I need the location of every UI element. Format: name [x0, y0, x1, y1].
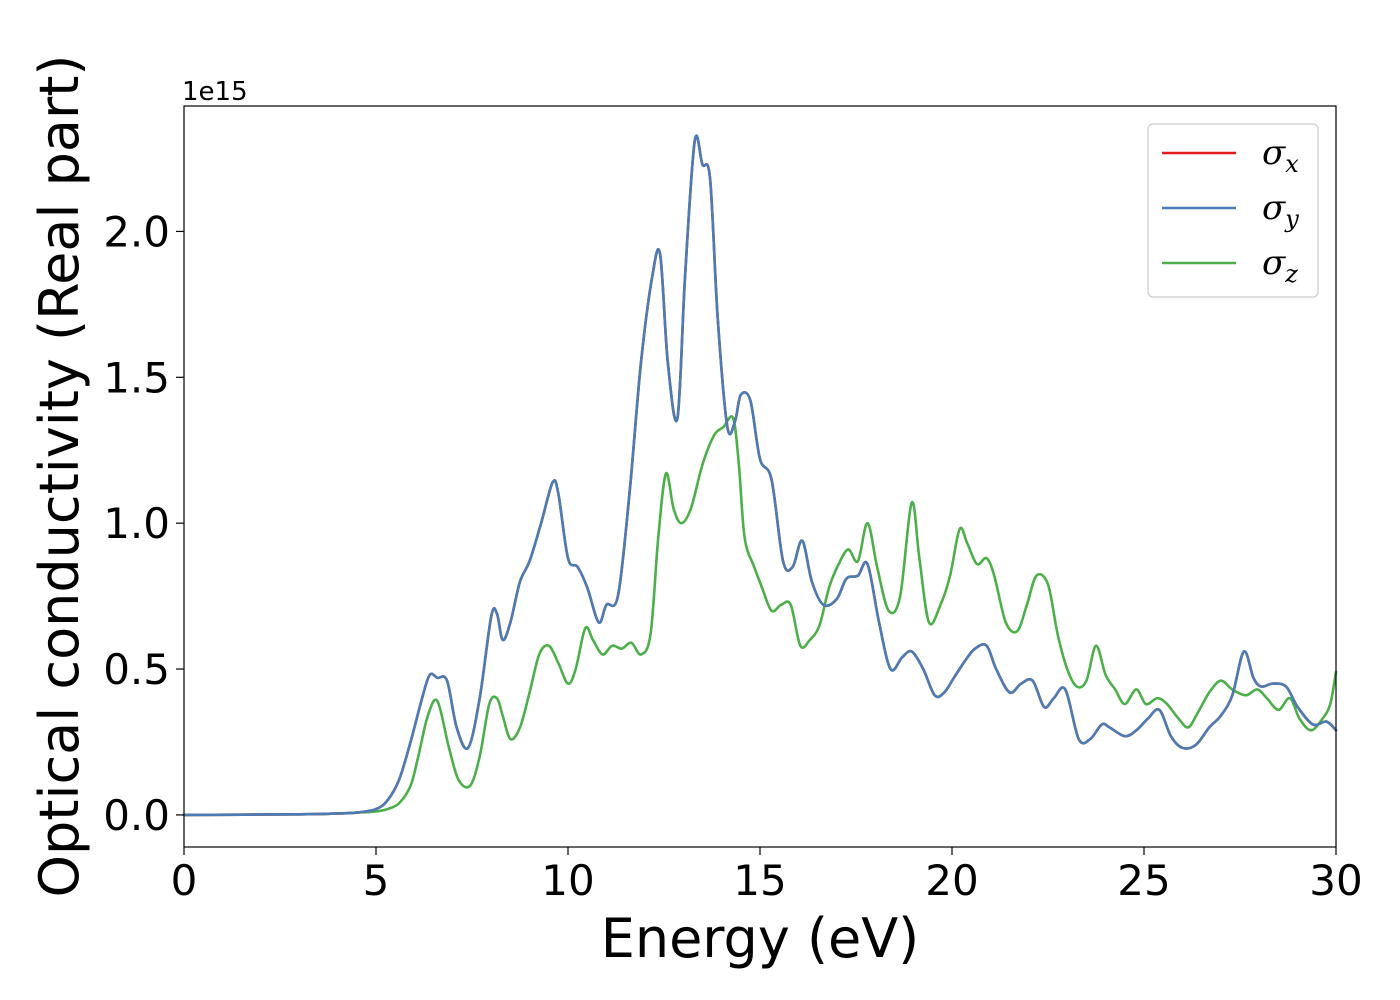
x-tick-label: 0	[171, 856, 198, 905]
x-tick-label: 10	[541, 856, 594, 905]
legend-label-y: σy	[1262, 188, 1299, 233]
legend-box	[1147, 123, 1319, 298]
y-axis-label: Optical conductivity (Real part)	[28, 55, 91, 898]
legend-label-z: σz	[1262, 243, 1298, 288]
y-axis: 0.0 0.5 1.0 1.5 2.0	[103, 207, 184, 840]
x-tick-label: 5	[363, 856, 390, 905]
x-axis: 0 5 10 15 20 25 30	[171, 847, 1363, 905]
y-tick-label: 1.5	[103, 353, 170, 402]
x-tick-label: 30	[1309, 856, 1362, 905]
series-lines	[182, 134, 1338, 817]
y-tick-label: 0.0	[103, 791, 170, 840]
y-offset-label: 1e15	[182, 77, 248, 107]
y-tick-label: 0.5	[103, 645, 170, 694]
y-tick-label: 1.0	[103, 499, 170, 548]
x-tick-label: 20	[925, 856, 978, 905]
x-axis-label: Energy (eV)	[601, 907, 920, 970]
legend: σx σy σz	[1147, 123, 1319, 298]
series-line-z	[182, 415, 1338, 817]
x-tick-label: 25	[1117, 856, 1170, 905]
legend-label-x: σx	[1262, 133, 1299, 178]
series-line-y	[182, 134, 1338, 817]
x-tick-label: 15	[733, 856, 786, 905]
y-tick-label: 2.0	[103, 207, 170, 256]
